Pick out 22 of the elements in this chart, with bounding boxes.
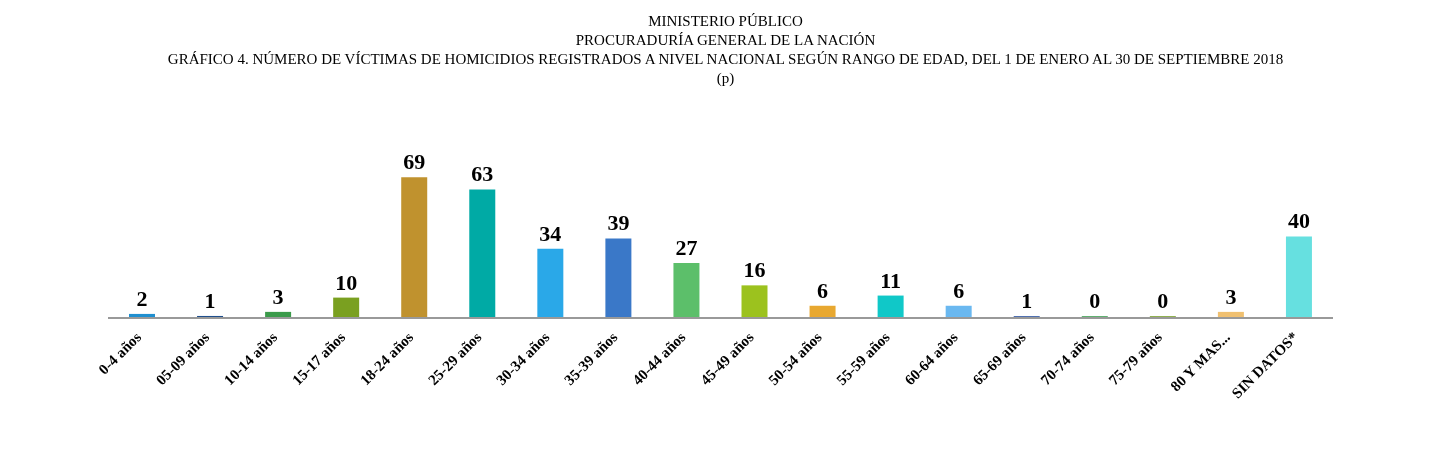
data-label: 63 xyxy=(471,161,494,187)
data-label: 1 xyxy=(204,287,216,313)
data-label: 6 xyxy=(953,277,965,303)
data-label: 0 xyxy=(1157,288,1169,313)
data-label: 40 xyxy=(1287,208,1310,234)
data-label: 2 xyxy=(136,285,148,311)
data-label: 27 xyxy=(675,234,698,260)
text: MINISTERIO PÚBLICO xyxy=(647,12,804,31)
data-label: 16 xyxy=(743,257,766,283)
data-label: 69 xyxy=(403,149,426,175)
data-label: 34 xyxy=(539,220,562,246)
data-label: 3 xyxy=(272,283,284,309)
data-label: 6 xyxy=(817,277,829,303)
chart-title: GRÁFICO 4. NÚMERO DE VÍCTIMAS DE HOMICIDIOS REGISTRADOS A NIVEL NACIONAL SEGÚN RANGO DE EDAD, DEL 1 DE ENERO AL 30 DE SEPTIEMBRE 2018 (p) xyxy=(166,50,1285,88)
data-label: 3 xyxy=(1225,283,1237,309)
data-label: 10 xyxy=(335,269,358,295)
text: PROCURADURÍA GENERAL DE LA NACIÓN xyxy=(574,31,877,50)
data-label: 39 xyxy=(607,210,630,236)
data-label: 1 xyxy=(1021,287,1033,313)
data-label: 11 xyxy=(880,267,902,293)
data-label: 0 xyxy=(1089,288,1101,313)
x-tick-label: 0-4 años xyxy=(95,328,145,378)
